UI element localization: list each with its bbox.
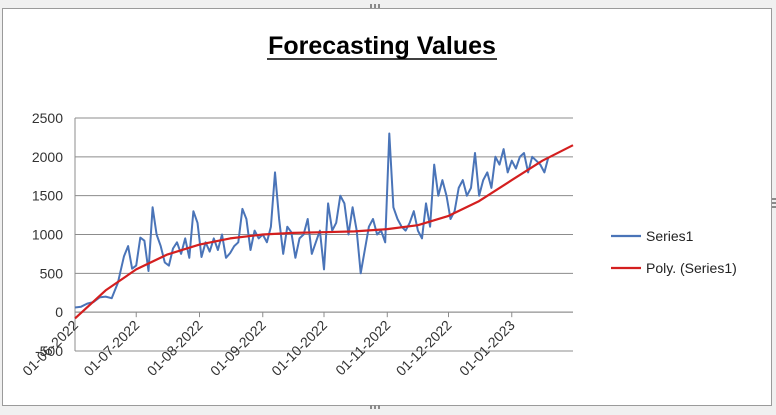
x-tick-label: 01-06-2022	[19, 317, 81, 379]
x-tick-label: 01-10-2022	[268, 317, 330, 379]
x-tick-label: 01-07-2022	[80, 317, 142, 379]
x-tick-label: 01-09-2022	[207, 317, 269, 379]
y-tick-label: 500	[40, 265, 64, 281]
resize-handle-top[interactable]	[370, 4, 382, 8]
resize-handle-right[interactable]	[772, 198, 776, 210]
legend-label: Poly. (Series1)	[646, 260, 737, 276]
legend-label: Series1	[646, 228, 694, 244]
series1-line	[74, 132, 550, 309]
chart-title: Forecasting Values	[268, 32, 496, 60]
x-tick-label: 01-01-2023	[456, 317, 518, 379]
x-tick-label: 01-11-2022	[332, 317, 393, 378]
resize-handle-bottom[interactable]	[370, 405, 382, 409]
y-tick-label: 2000	[32, 149, 63, 165]
y-tick-label: -500	[35, 343, 63, 359]
x-tick-label: 01-08-2022	[144, 317, 206, 379]
y-tick-label: 0	[55, 304, 63, 320]
y-tick-label: 1000	[32, 227, 63, 243]
x-tick-label: 01-12-2022	[393, 317, 455, 379]
gridlines	[75, 117, 573, 352]
plot-area	[74, 132, 574, 320]
legend[interactable]: Series1 Poly. (Series1)	[611, 228, 737, 276]
trendline-line	[74, 144, 574, 320]
y-tick-label: 2500	[32, 110, 63, 126]
y-tick-label: 1500	[32, 188, 63, 204]
x-axis: 01-06-2022 01-07-2022 01-08-2022 01-09-2022…	[19, 311, 573, 379]
